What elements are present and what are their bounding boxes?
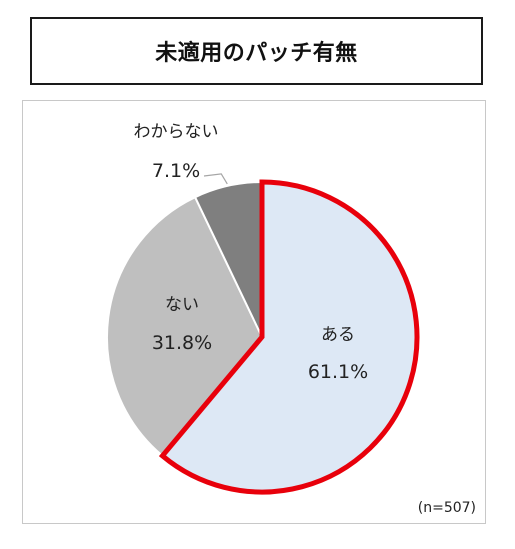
slice-labels: ある 61.1% ない 31.8% わからない 7.1%: [134, 122, 369, 383]
chart-title: 未適用のパッチ有無: [155, 41, 358, 66]
slice-label-1: ない: [165, 295, 199, 315]
leader-lines: [203, 173, 228, 185]
slice-value-label-2: 7.1%: [152, 160, 200, 182]
pie-slices: [106, 179, 420, 495]
slice-label-0: ある: [321, 325, 355, 345]
slice-label-2: わからない: [134, 122, 219, 142]
leader-line-2: [203, 173, 228, 185]
pie-slice-0: [158, 179, 420, 495]
pie-slice-1: [106, 195, 264, 458]
sample-size-note: (n=507): [418, 500, 476, 516]
slice-value-label-0: 61.1%: [308, 361, 368, 383]
slice-value-label-1: 31.8%: [152, 332, 212, 354]
chart-title-box: 未適用のパッチ有無: [30, 17, 483, 85]
